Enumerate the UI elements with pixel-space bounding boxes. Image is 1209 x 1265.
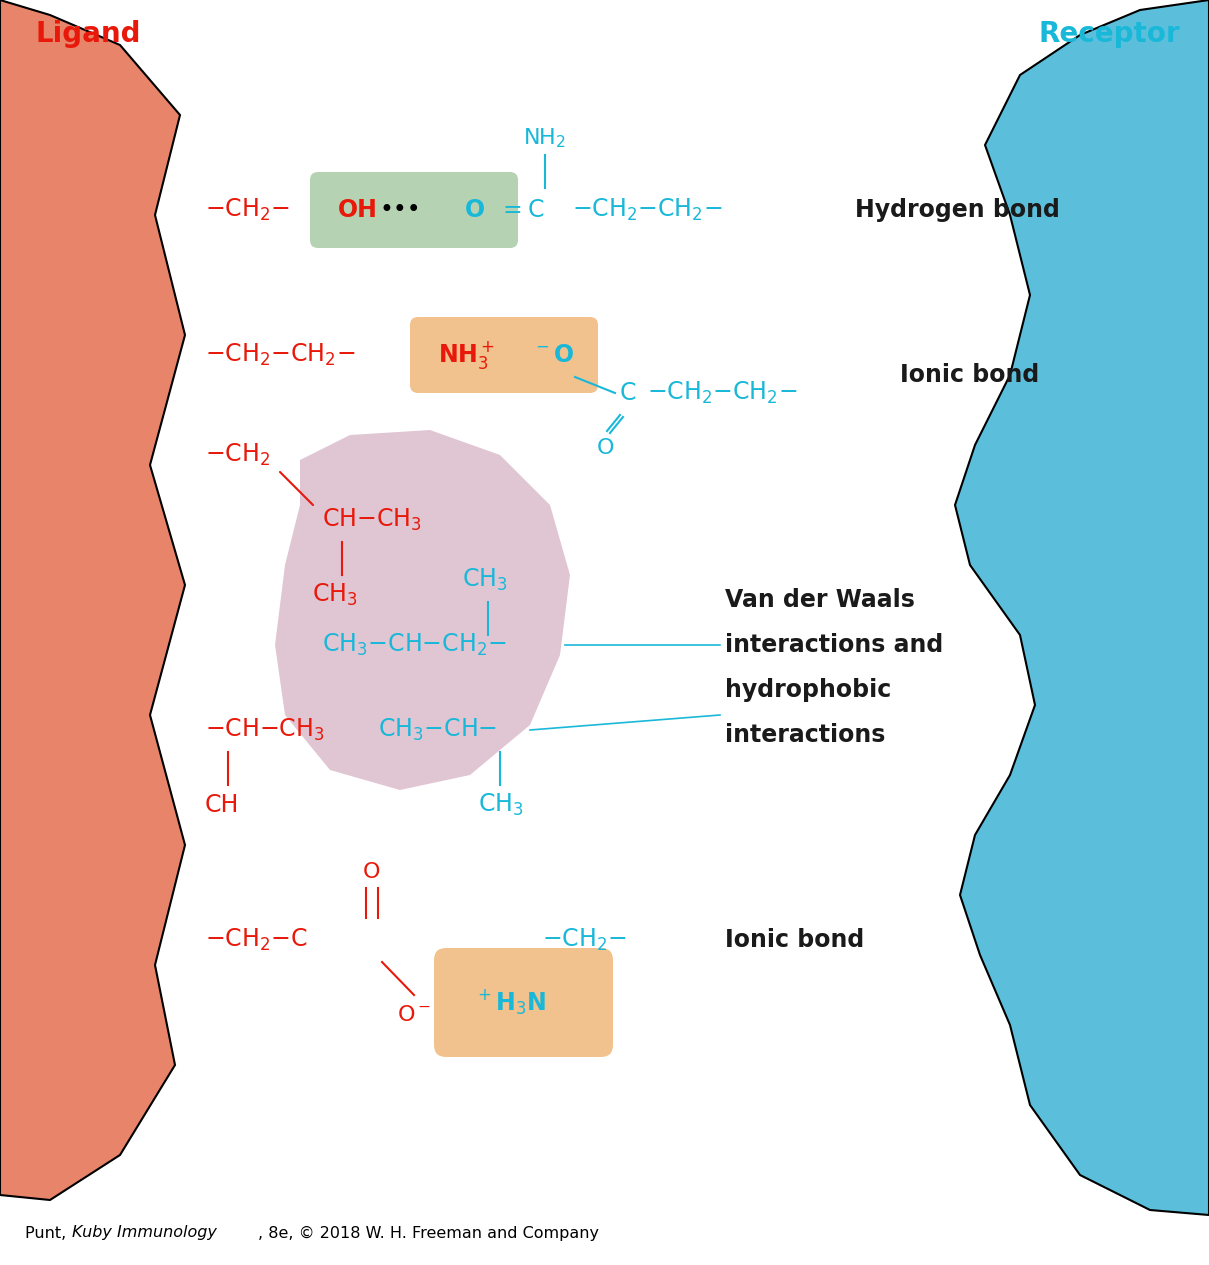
Text: OH: OH bbox=[339, 199, 378, 221]
Text: NH$_2$: NH$_2$ bbox=[523, 126, 567, 149]
Text: CH$_3$: CH$_3$ bbox=[478, 792, 523, 818]
Text: $-$CH$_2$: $-$CH$_2$ bbox=[206, 441, 270, 468]
Text: $=$C: $=$C bbox=[498, 199, 544, 221]
Text: Kuby Immunology: Kuby Immunology bbox=[73, 1226, 216, 1241]
Text: $-$CH$_2$$-$C: $-$CH$_2$$-$C bbox=[206, 927, 307, 953]
Text: $-$CH$_2$$-$: $-$CH$_2$$-$ bbox=[206, 197, 290, 223]
Text: Van der Waals: Van der Waals bbox=[725, 588, 915, 612]
Text: Hydrogen bond: Hydrogen bond bbox=[855, 199, 1060, 221]
Text: CH$_3$$-$CH$-$: CH$_3$$-$CH$-$ bbox=[378, 717, 497, 743]
Text: $^-$O: $^-$O bbox=[532, 343, 574, 367]
Text: $-$CH$_2$$-$CH$_2$$-$: $-$CH$_2$$-$CH$_2$$-$ bbox=[572, 197, 722, 223]
Text: CH$_3$: CH$_3$ bbox=[462, 567, 508, 593]
Text: $-$CH$_2$$-$CH$_2$$-$: $-$CH$_2$$-$CH$_2$$-$ bbox=[647, 380, 797, 406]
Text: hydrophobic: hydrophobic bbox=[725, 678, 891, 702]
Text: Receptor: Receptor bbox=[1039, 20, 1180, 48]
Text: O$^-$: O$^-$ bbox=[397, 1004, 432, 1025]
Text: •••: ••• bbox=[380, 199, 421, 221]
FancyBboxPatch shape bbox=[310, 172, 517, 248]
Text: $-$CH$-$CH$_3$: $-$CH$-$CH$_3$ bbox=[206, 717, 324, 743]
Text: Ionic bond: Ionic bond bbox=[725, 929, 864, 953]
Text: interactions and: interactions and bbox=[725, 632, 943, 657]
Text: Punt,: Punt, bbox=[25, 1226, 71, 1241]
Text: CH$_3$$-$CH$-$CH$_2$$-$: CH$_3$$-$CH$-$CH$_2$$-$ bbox=[322, 632, 507, 658]
FancyBboxPatch shape bbox=[410, 318, 598, 393]
Text: CH$-$CH$_3$: CH$-$CH$_3$ bbox=[322, 507, 422, 533]
Text: $^+$H$_3$N: $^+$H$_3$N bbox=[474, 988, 546, 1017]
Text: C: C bbox=[620, 381, 636, 405]
Text: O: O bbox=[465, 199, 485, 221]
Text: interactions: interactions bbox=[725, 724, 885, 748]
PathPatch shape bbox=[274, 430, 569, 791]
Text: CH$_3$: CH$_3$ bbox=[312, 582, 358, 608]
Text: NH$_3^+$: NH$_3^+$ bbox=[438, 339, 494, 371]
Text: $-$CH$_2$$-$CH$_2$$-$: $-$CH$_2$$-$CH$_2$$-$ bbox=[206, 342, 355, 368]
PathPatch shape bbox=[0, 0, 185, 1200]
PathPatch shape bbox=[955, 0, 1209, 1214]
FancyBboxPatch shape bbox=[434, 947, 613, 1058]
Text: $-$CH$_2$$-$: $-$CH$_2$$-$ bbox=[542, 927, 626, 953]
Text: O: O bbox=[596, 438, 614, 458]
Text: , 8e, © 2018 W. H. Freeman and Company: , 8e, © 2018 W. H. Freeman and Company bbox=[258, 1226, 598, 1241]
Text: Ionic bond: Ionic bond bbox=[899, 363, 1040, 387]
Text: O: O bbox=[363, 861, 381, 882]
Text: CH: CH bbox=[206, 793, 239, 817]
Text: Ligand: Ligand bbox=[35, 20, 140, 48]
